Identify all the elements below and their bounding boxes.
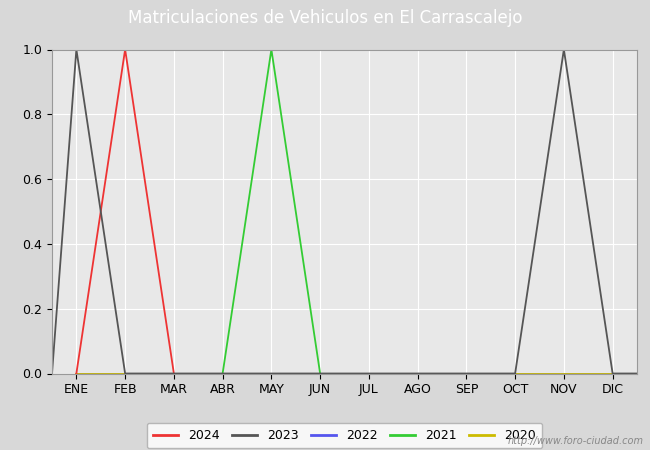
Text: http://www.foro-ciudad.com: http://www.foro-ciudad.com: [508, 436, 644, 446]
Text: Matriculaciones de Vehiculos en El Carrascalejo: Matriculaciones de Vehiculos en El Carra…: [128, 9, 522, 27]
Legend: 2024, 2023, 2022, 2021, 2020: 2024, 2023, 2022, 2021, 2020: [147, 423, 542, 448]
